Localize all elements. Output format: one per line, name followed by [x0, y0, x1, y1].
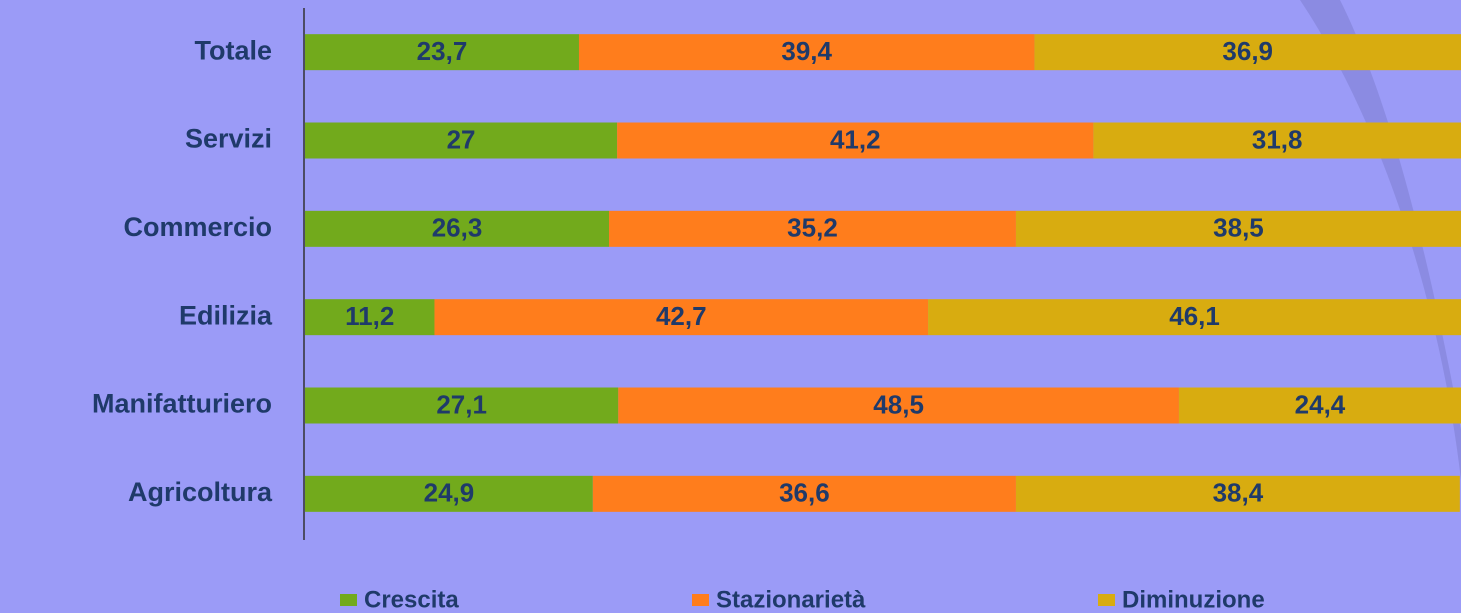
- bar-segment: [617, 122, 1094, 159]
- data-label: 36,9: [1222, 36, 1273, 66]
- y-tick-label: Manifatturiero: [92, 389, 272, 419]
- data-label: 35,2: [787, 213, 838, 243]
- data-label: 41,2: [830, 124, 881, 154]
- data-label: 27: [447, 124, 476, 154]
- data-label: 31,8: [1252, 124, 1303, 154]
- data-label: 24,9: [424, 478, 475, 508]
- bar-segment: [592, 475, 1016, 512]
- bar-segment: [305, 122, 618, 159]
- legend-swatch: [1098, 594, 1115, 606]
- bar-segment: [434, 299, 929, 336]
- bar-segment: [305, 387, 619, 424]
- y-tick-label: Servizi: [185, 124, 272, 154]
- data-label: 39,4: [781, 36, 832, 66]
- bar-segment: [305, 475, 593, 512]
- legend-swatch: [340, 594, 357, 606]
- legend-label: Stazionarietà: [716, 586, 866, 613]
- data-label: 38,5: [1213, 213, 1264, 243]
- data-label: 11,2: [345, 301, 394, 331]
- bar-segment: [1034, 34, 1461, 71]
- y-tick-label: Agricoltura: [128, 477, 273, 507]
- data-label: 48,5: [873, 389, 924, 419]
- bar-segment: [578, 34, 1035, 71]
- data-label: 42,7: [656, 301, 707, 331]
- bar-segment: [1015, 475, 1460, 512]
- y-tick-label: Totale: [194, 35, 272, 65]
- bar-segment: [305, 34, 579, 71]
- data-label: 23,7: [417, 36, 468, 66]
- bar-segment: [1093, 122, 1461, 159]
- bar-segment: [1178, 387, 1461, 424]
- data-label: 38,4: [1213, 478, 1264, 508]
- bar-segment: [305, 210, 610, 247]
- data-label: 46,1: [1169, 301, 1220, 331]
- legend-swatch: [692, 594, 709, 606]
- legend-label: Diminuzione: [1122, 586, 1265, 613]
- data-label: 36,6: [779, 478, 830, 508]
- data-label: 24,4: [1295, 389, 1346, 419]
- legend-label: Crescita: [364, 586, 459, 613]
- data-label: 27,1: [436, 389, 487, 419]
- bar-segment: [609, 210, 1016, 247]
- y-tick-label: Edilizia: [179, 300, 273, 330]
- bar-segment: [618, 387, 1179, 424]
- bar-segment: [1015, 210, 1461, 247]
- bar-segment: [305, 299, 435, 336]
- data-label: 26,3: [432, 213, 483, 243]
- y-tick-label: Commercio: [123, 212, 272, 242]
- bar-segment: [928, 299, 1461, 336]
